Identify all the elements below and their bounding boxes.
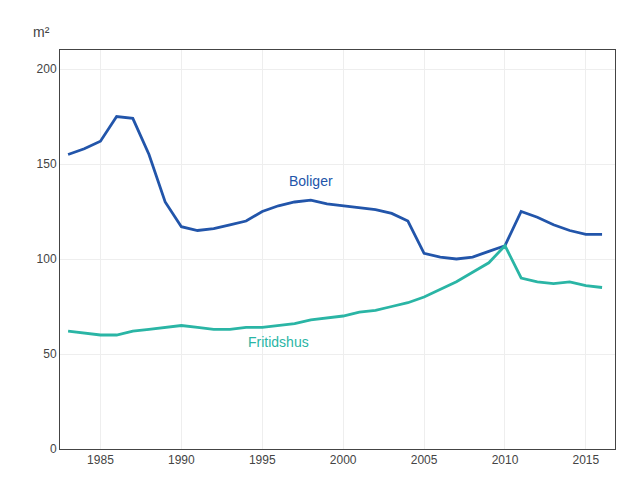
svg-text:Boliger: Boliger [289, 173, 333, 189]
svg-text:2010: 2010 [492, 453, 519, 467]
svg-text:0: 0 [50, 442, 57, 456]
svg-text:200: 200 [37, 62, 57, 76]
svg-text:Fritidshus: Fritidshus [248, 334, 309, 350]
svg-text:2000: 2000 [330, 453, 357, 467]
svg-text:1995: 1995 [249, 453, 276, 467]
svg-text:1990: 1990 [168, 453, 195, 467]
svg-text:100: 100 [37, 252, 57, 266]
svg-text:1985: 1985 [87, 453, 114, 467]
svg-text:50: 50 [43, 347, 57, 361]
svg-text:m²: m² [33, 24, 50, 40]
svg-text:150: 150 [37, 157, 57, 171]
svg-text:2005: 2005 [411, 453, 438, 467]
svg-text:2015: 2015 [573, 453, 600, 467]
